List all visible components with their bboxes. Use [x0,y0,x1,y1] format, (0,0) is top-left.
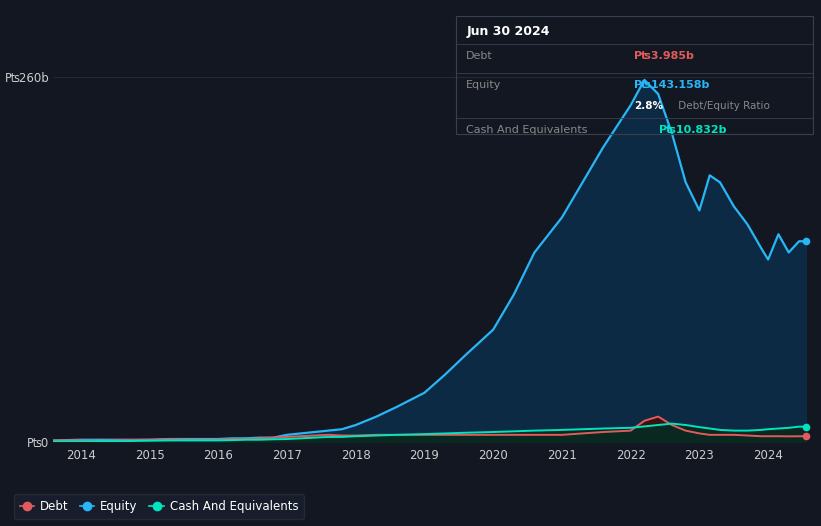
Text: Jun 30 2024: Jun 30 2024 [466,25,550,38]
Text: 2.8%: 2.8% [635,101,663,111]
Text: ₧143.158b: ₧143.158b [635,80,709,90]
Text: Equity: Equity [466,80,502,90]
Text: Debt: Debt [466,52,493,62]
Legend: Debt, Equity, Cash And Equivalents: Debt, Equity, Cash And Equivalents [14,494,304,519]
Text: ₧10.832b: ₧10.832b [659,125,727,135]
Text: Cash And Equivalents: Cash And Equivalents [466,125,588,135]
Text: ₧3.985b: ₧3.985b [635,52,694,62]
Text: Debt/Equity Ratio: Debt/Equity Ratio [676,101,770,111]
